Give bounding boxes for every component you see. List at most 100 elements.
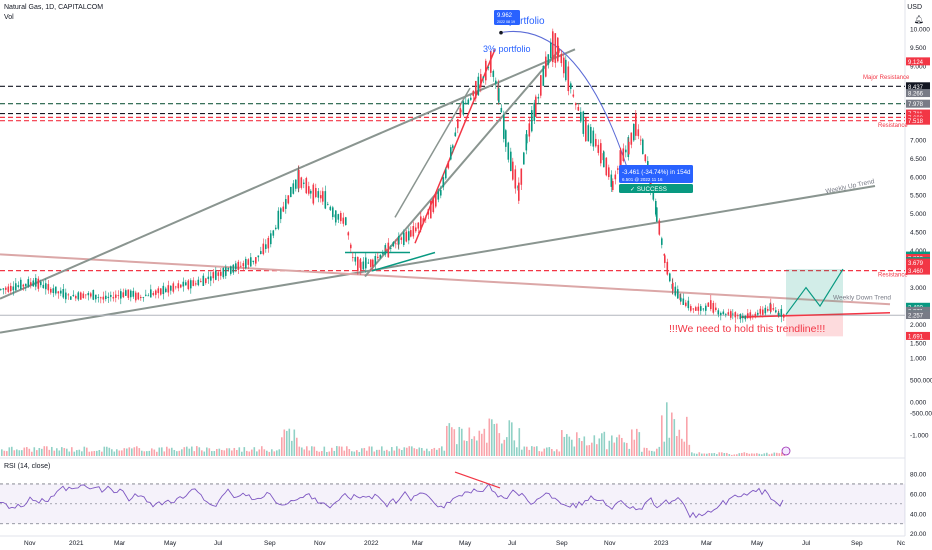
candle-body — [622, 148, 625, 161]
candle-body — [308, 186, 310, 194]
candle-body — [130, 290, 132, 298]
candle-body — [405, 231, 408, 242]
candle-body — [182, 281, 185, 287]
rsi-tick-label: 40.00 — [910, 511, 927, 518]
candle-body — [520, 168, 523, 185]
volume-bar — [171, 447, 173, 456]
volume-bar — [1, 449, 3, 456]
volume-bar — [618, 434, 621, 456]
volume-bar — [603, 431, 606, 456]
candle-body — [590, 126, 592, 144]
candle-body — [460, 109, 462, 113]
volume-bar — [98, 449, 101, 456]
candle-body — [12, 286, 15, 291]
candle-body — [717, 310, 720, 315]
volume-bar — [391, 447, 393, 456]
peak-sub-label: 2022 08 19 — [497, 20, 515, 24]
volume-bar — [376, 449, 378, 456]
volume-bar — [636, 428, 638, 456]
volume-bar — [81, 451, 83, 456]
candle-body — [345, 217, 347, 225]
candle-body — [60, 290, 62, 294]
volume-bar — [733, 454, 736, 456]
volume-bar — [523, 446, 526, 456]
volume-bar — [258, 449, 261, 456]
candle-body — [52, 288, 55, 294]
candle-body — [507, 142, 510, 160]
candle-body — [585, 117, 587, 142]
volume-bar — [516, 447, 518, 456]
candle-body — [528, 123, 531, 137]
candle-body — [155, 290, 157, 295]
candle-body — [387, 242, 390, 258]
volume-bar — [388, 451, 391, 456]
volume-bar — [333, 450, 336, 456]
volume-bar — [398, 448, 401, 456]
candle-body — [127, 289, 130, 298]
volume-bar — [666, 402, 668, 456]
weekly-down-trend-label: Weekly Down Trend — [833, 294, 891, 301]
volume-bar — [411, 446, 413, 456]
candle-body — [30, 282, 32, 285]
volume-bar — [368, 446, 371, 456]
volume-bar — [38, 448, 41, 456]
volume-bar — [626, 442, 628, 456]
volume-bar — [218, 448, 221, 456]
candle-body — [747, 313, 749, 319]
candle-body — [450, 147, 452, 160]
volume-bar — [683, 441, 686, 456]
volume-bar — [71, 447, 73, 456]
volume-bar — [308, 450, 311, 456]
price-badge — [906, 89, 930, 98]
volume-bar — [646, 447, 648, 456]
volume-bar — [293, 429, 296, 456]
candle-body — [403, 232, 405, 245]
candle-body — [329, 206, 332, 211]
candle-body — [47, 284, 50, 291]
volume-bar — [43, 446, 46, 456]
candle-body — [783, 314, 785, 318]
volume-bar — [328, 451, 331, 456]
volume-bar — [743, 452, 746, 456]
candle-body — [454, 132, 457, 137]
volume-bar — [426, 448, 428, 456]
price-tick-label: 5.000 — [910, 211, 927, 218]
volume-bar — [276, 450, 278, 456]
volume-tick-label: 500.000 — [910, 378, 932, 385]
candle-body — [245, 258, 247, 269]
volume-bar — [266, 450, 268, 456]
candle-body — [514, 169, 517, 189]
volume-bar — [746, 452, 748, 456]
volume-bar — [358, 451, 361, 456]
price-badge — [906, 266, 930, 275]
volume-bar — [766, 452, 768, 456]
price-badge-label: 7.978 — [908, 102, 924, 108]
peak-badge — [494, 10, 520, 25]
candle-body — [560, 53, 563, 64]
candle-body — [192, 280, 195, 286]
candle-body — [107, 296, 110, 298]
candle-body — [327, 203, 329, 205]
volume-tick-label: -500.000 — [910, 411, 932, 418]
volume-bar — [771, 453, 773, 456]
price-tick-label: 7.000 — [910, 137, 927, 144]
alert-bell-icon[interactable]: 🔔︎ — [913, 15, 924, 24]
volume-bar — [491, 419, 493, 456]
volume-bar — [183, 447, 186, 456]
candle-body — [25, 283, 27, 286]
time-tick-label: Jul — [214, 540, 223, 547]
candle-body — [610, 174, 613, 187]
candle-body — [592, 130, 595, 147]
volume-bar — [466, 441, 468, 456]
volume-bar — [406, 447, 408, 456]
candle-body — [352, 257, 354, 258]
candle-body — [87, 293, 90, 296]
candle-body — [603, 151, 605, 168]
measure-badge — [619, 165, 693, 183]
volume-bar — [591, 442, 593, 456]
volume-bar — [283, 429, 286, 456]
secondary-trendline — [364, 48, 561, 278]
candle-body — [637, 129, 640, 137]
candle-body — [412, 226, 415, 237]
